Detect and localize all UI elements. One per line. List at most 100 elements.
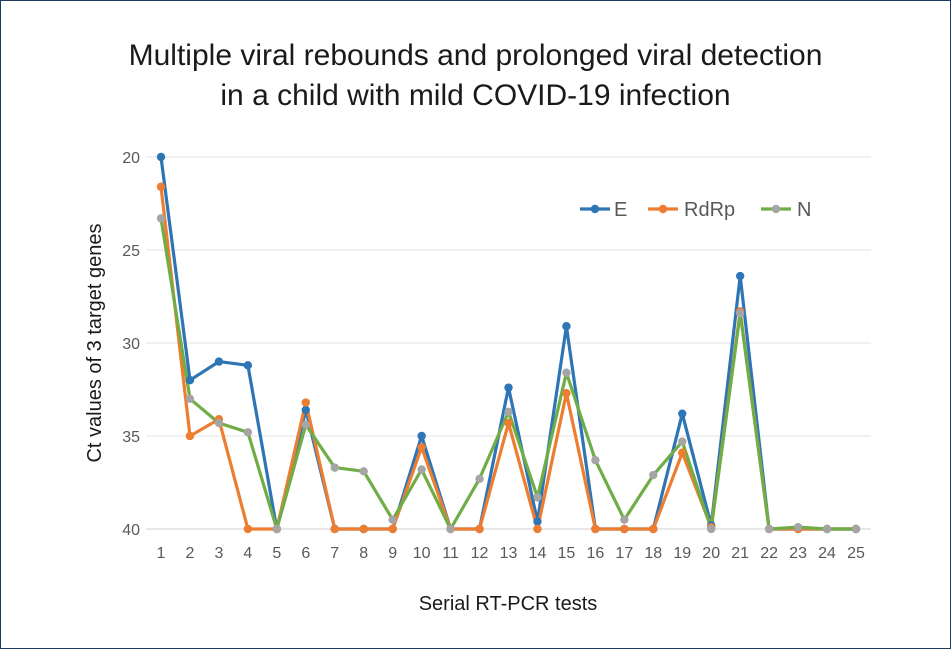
legend-marker-rdrp <box>658 204 668 214</box>
point-rdrp-18 <box>649 524 658 534</box>
x-tick-1: 1 <box>157 545 166 562</box>
legend-label-n: N <box>797 199 811 221</box>
x-tick-16: 16 <box>586 545 604 562</box>
point-n-9 <box>388 515 397 524</box>
x-tick-10: 10 <box>413 545 431 562</box>
y-tick-40: 40 <box>122 522 140 539</box>
point-e-13 <box>504 383 513 392</box>
x-tick-4: 4 <box>243 545 252 562</box>
x-tick-3: 3 <box>214 545 223 562</box>
y-tick-30: 30 <box>122 336 140 353</box>
point-rdrp-13 <box>504 418 513 428</box>
x-tick-14: 14 <box>529 545 547 562</box>
point-e-2 <box>185 376 195 385</box>
point-rdrp-8 <box>359 524 368 534</box>
point-e-19 <box>678 409 687 418</box>
y-tick-25: 25 <box>122 243 140 260</box>
x-tick-18: 18 <box>644 545 662 562</box>
y-axis-label: Ct values of 3 target genes <box>84 223 106 462</box>
x-tick-12: 12 <box>471 545 489 562</box>
point-rdrp-15 <box>562 389 571 398</box>
point-e-21 <box>735 271 745 281</box>
y-tick-35: 35 <box>122 429 140 446</box>
point-e-1 <box>156 152 166 162</box>
point-rdrp-12 <box>475 524 484 534</box>
gridlines <box>146 156 871 530</box>
x-tick-5: 5 <box>272 545 281 562</box>
x-tick-20: 20 <box>702 545 720 562</box>
point-n-14 <box>533 493 542 502</box>
point-rdrp-19 <box>678 448 687 457</box>
point-n-1 <box>156 214 166 223</box>
x-tick-21: 21 <box>731 545 749 562</box>
point-n-17 <box>620 515 629 524</box>
x-tick-8: 8 <box>359 545 368 562</box>
x-tick-23: 23 <box>789 545 807 562</box>
point-n-7 <box>330 463 339 472</box>
x-tick-17: 17 <box>615 545 633 562</box>
x-tick-19: 19 <box>673 545 691 562</box>
point-n-6 <box>301 420 310 430</box>
x-tick-9: 9 <box>388 545 397 562</box>
point-rdrp-4 <box>243 524 253 534</box>
point-n-24 <box>822 524 832 534</box>
y-tick-20: 20 <box>122 150 140 167</box>
legend-label-e: E <box>614 199 627 221</box>
point-n-4 <box>243 428 253 437</box>
point-rdrp-9 <box>388 524 397 534</box>
point-n-2 <box>185 394 195 403</box>
point-rdrp-10 <box>417 442 426 452</box>
point-e-6 <box>301 405 310 415</box>
x-tick-13: 13 <box>500 545 518 562</box>
point-e-3 <box>214 357 224 366</box>
point-e-15 <box>562 322 571 331</box>
x-tick-6: 6 <box>301 545 310 562</box>
point-n-15 <box>562 368 571 377</box>
legend: E RdRp N <box>580 199 811 221</box>
point-rdrp-16 <box>591 524 600 534</box>
point-rdrp-17 <box>620 524 629 534</box>
point-e-4 <box>243 361 253 370</box>
x-tick-labels: 1 2 3 4 5 6 7 8 9 10 11 12 13 14 15 16 17 18 19 20 21 22 23 24 2… <box>157 545 865 562</box>
point-e-10 <box>417 431 426 441</box>
point-n-20 <box>707 524 716 534</box>
x-tick-22: 22 <box>760 545 778 562</box>
point-n-23 <box>793 522 803 532</box>
legend-marker-e <box>590 204 600 214</box>
point-rdrp-2 <box>185 431 195 441</box>
point-n-5 <box>272 524 282 534</box>
series-markers <box>156 152 861 534</box>
point-n-16 <box>591 455 600 465</box>
x-tick-11: 11 <box>442 545 459 562</box>
chart-title-line-2: in a child with mild COVID-19 infection <box>220 79 731 112</box>
legend-label-rdrp: RdRp <box>684 199 735 221</box>
chart-title-line-1: Multiple viral rebounds and prolonged vi… <box>128 39 823 72</box>
x-tick-7: 7 <box>330 545 339 562</box>
point-n-10 <box>417 465 426 474</box>
x-tick-15: 15 <box>558 545 576 562</box>
point-rdrp-7 <box>330 524 339 534</box>
point-n-12 <box>475 474 484 483</box>
point-rdrp-14 <box>533 524 542 534</box>
point-n-11 <box>446 524 455 534</box>
y-tick-labels: 20 25 30 35 40 <box>122 150 140 539</box>
point-n-3 <box>214 418 224 428</box>
series-line-rdrp <box>159 185 858 531</box>
point-n-22 <box>764 524 774 534</box>
x-axis-label: Serial RT-PCR tests <box>419 593 598 615</box>
point-n-8 <box>359 467 368 476</box>
x-tick-25: 25 <box>847 545 865 562</box>
point-n-19 <box>678 437 687 446</box>
legend-marker-n <box>771 204 781 214</box>
x-tick-24: 24 <box>818 545 836 562</box>
point-e-14 <box>533 517 542 526</box>
point-n-25 <box>851 524 861 534</box>
point-rdrp-6 <box>301 398 310 407</box>
point-n-13 <box>504 407 513 417</box>
chart-title: Multiple viral rebounds and prolonged vi… <box>0 36 951 116</box>
point-n-18 <box>649 470 658 480</box>
x-tick-2: 2 <box>186 545 195 562</box>
point-rdrp-1 <box>156 182 166 191</box>
